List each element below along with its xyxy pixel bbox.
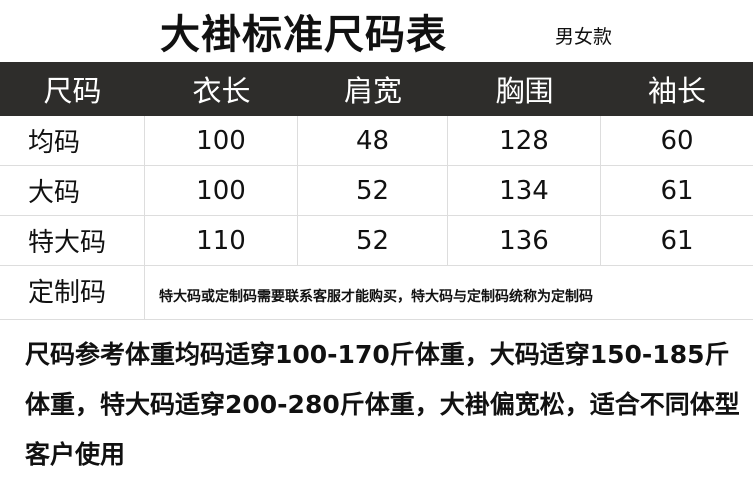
value-cell: 100 bbox=[145, 166, 298, 215]
value-cell: 60 bbox=[660, 125, 694, 156]
table-row: 均码 100 48 128 60 bbox=[0, 116, 753, 166]
table-row: 大码 100 52 134 61 bbox=[0, 166, 753, 216]
value-cell: 110 bbox=[145, 216, 298, 265]
size-description: 尺码参考体重均码适穿100-170斤体重，大码适穿150-185斤体重，特大码适… bbox=[25, 340, 740, 469]
header-cell: 尺码 bbox=[43, 74, 102, 108]
value-cell: 61 bbox=[660, 175, 694, 206]
value-cell: 61 bbox=[660, 225, 694, 256]
header-cell: 肩宽 bbox=[343, 74, 402, 108]
value-cell: 48 bbox=[298, 116, 448, 165]
header-cell: 胸围 bbox=[495, 74, 554, 108]
value-cell: 100 bbox=[145, 116, 298, 165]
custom-size-label: 定制码 bbox=[0, 266, 145, 319]
header-cell: 衣长 bbox=[192, 74, 251, 108]
size-cell: 均码 bbox=[0, 116, 145, 165]
value-cell: 136 bbox=[448, 216, 601, 265]
table-header: 尺码 衣长 肩宽 胸围 袖长 bbox=[0, 62, 753, 116]
table-row: 特大码 110 52 136 61 bbox=[0, 216, 753, 266]
value-cell: 128 bbox=[448, 116, 601, 165]
custom-size-row: 定制码 特大码或定制码需要联系客服才能购买，特大码与定制码统称为定制码 bbox=[0, 266, 753, 320]
value-cell: 52 bbox=[298, 216, 448, 265]
custom-size-note: 特大码或定制码需要联系客服才能购买，特大码与定制码统称为定制码 bbox=[159, 289, 593, 305]
subtitle: 男女款 bbox=[555, 26, 613, 48]
page-title: 大褂标准尺码表 bbox=[160, 12, 447, 58]
header-cell: 袖长 bbox=[647, 74, 706, 108]
size-cell: 特大码 bbox=[0, 216, 145, 265]
size-cell: 大码 bbox=[0, 166, 145, 215]
value-cell: 52 bbox=[298, 166, 448, 215]
value-cell: 134 bbox=[448, 166, 601, 215]
